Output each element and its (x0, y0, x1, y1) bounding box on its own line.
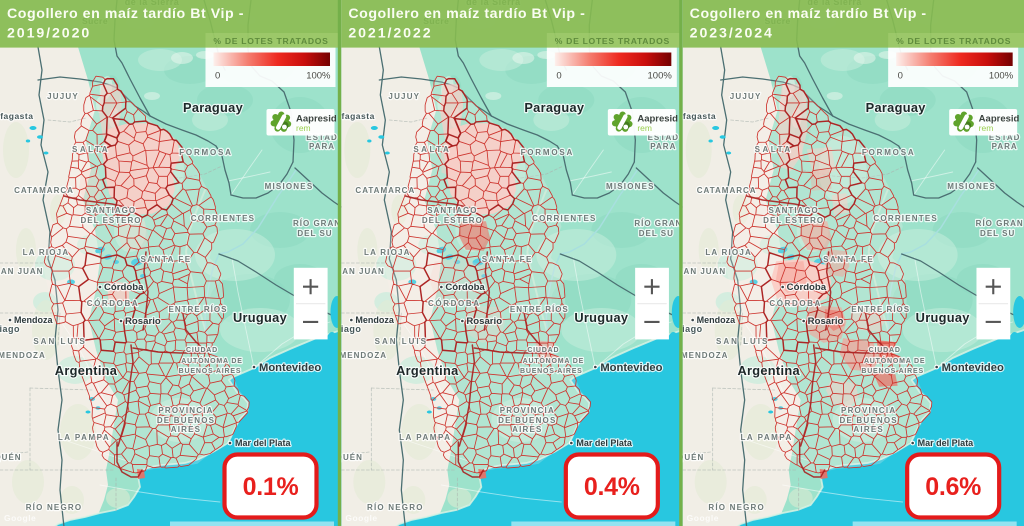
svg-text:2019/2020: 2019/2020 (7, 26, 91, 42)
svg-text:Cogollero en maíz tardío Bt Vi: Cogollero en maíz tardío Bt Vip - (7, 6, 244, 22)
svg-text:0.4%: 0.4% (584, 473, 640, 501)
svg-text:% DE LOTES TRATADOS: % DE LOTES TRATADOS (896, 36, 1011, 46)
svg-text:Cogollero en maíz tardío Bt Vi: Cogollero en maíz tardío Bt Vip - (348, 6, 585, 22)
svg-text:% DE LOTES TRATADOS: % DE LOTES TRATADOS (555, 36, 670, 46)
svg-text:0.1%: 0.1% (243, 473, 299, 501)
svg-text:2023/2024: 2023/2024 (690, 26, 774, 42)
svg-text:Cogollero en maíz tardío Bt Vi: Cogollero en maíz tardío Bt Vip - (690, 6, 927, 22)
svg-text:% DE LOTES TRATADOS: % DE LOTES TRATADOS (213, 36, 328, 46)
svg-text:0.6%: 0.6% (925, 473, 981, 501)
svg-text:2021/2022: 2021/2022 (348, 26, 432, 42)
